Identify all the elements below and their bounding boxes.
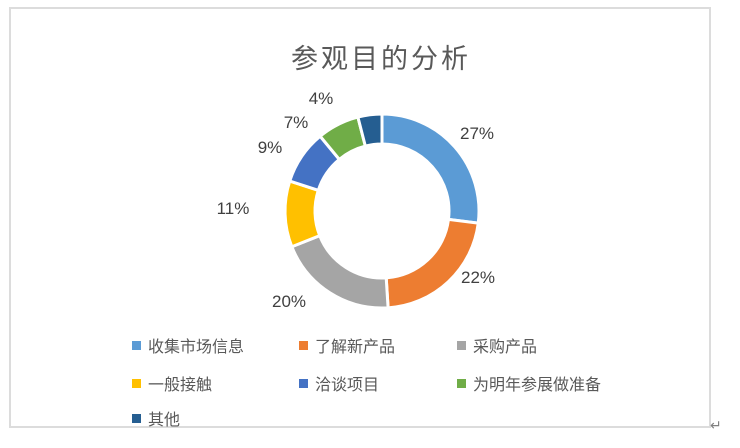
legend-item-3[interactable]: 一般接触 bbox=[132, 374, 213, 394]
slice-data-label-5: 7% bbox=[283, 113, 309, 132]
slice-data-label-2: 20% bbox=[271, 292, 307, 311]
legend-swatch-icon bbox=[132, 413, 141, 423]
legend-label: 采购产品 bbox=[473, 339, 538, 356]
legend-label: 了解新产品 bbox=[315, 339, 396, 356]
legend-item-1[interactable]: 了解新产品 bbox=[299, 336, 396, 356]
chart-title[interactable]: 参观目的分析 bbox=[291, 44, 471, 74]
legend-label: 一般接触 bbox=[148, 377, 213, 394]
legend-item-0[interactable]: 收集市场信息 bbox=[132, 336, 245, 356]
legend-swatch-icon bbox=[457, 340, 466, 350]
legend-swatch-icon bbox=[457, 378, 466, 388]
donut-slice-6[interactable] bbox=[356, 112, 384, 148]
legend-item-4[interactable]: 洽谈项目 bbox=[299, 374, 380, 394]
chart-frame[interactable]: 参观目的分析 27% 22% 20% 11% 9% 7% 4% 收集市场信息 了解新产品 采购产… bbox=[9, 7, 711, 429]
legend-label: 其他 bbox=[148, 412, 181, 429]
slice-data-label-6: 4% bbox=[308, 89, 334, 108]
donut-slice-1[interactable] bbox=[384, 217, 480, 310]
slice-data-label-1: 22% bbox=[460, 268, 496, 287]
slice-data-label-4: 9% bbox=[257, 138, 283, 157]
legend-label: 收集市场信息 bbox=[148, 339, 245, 356]
legend-item-2[interactable]: 采购产品 bbox=[457, 336, 538, 356]
legend-swatch-icon bbox=[132, 378, 141, 388]
legend-label: 为明年参展做准备 bbox=[473, 377, 602, 394]
legend-swatch-icon bbox=[299, 340, 308, 350]
line-break-mark: ↵ bbox=[710, 417, 722, 433]
doughnut-chart bbox=[283, 112, 481, 310]
legend-swatch-icon bbox=[132, 340, 141, 350]
donut-slice-2[interactable] bbox=[289, 233, 390, 310]
legend-item-6[interactable]: 其他 bbox=[132, 409, 181, 429]
legend-label: 洽谈项目 bbox=[315, 377, 380, 394]
donut-slice-3[interactable] bbox=[283, 179, 322, 249]
legend-swatch-icon bbox=[299, 378, 308, 388]
slice-data-label-3: 11% bbox=[216, 199, 250, 218]
slice-data-label-0: 27% bbox=[459, 124, 495, 143]
legend-item-5[interactable]: 为明年参展做准备 bbox=[457, 374, 602, 394]
